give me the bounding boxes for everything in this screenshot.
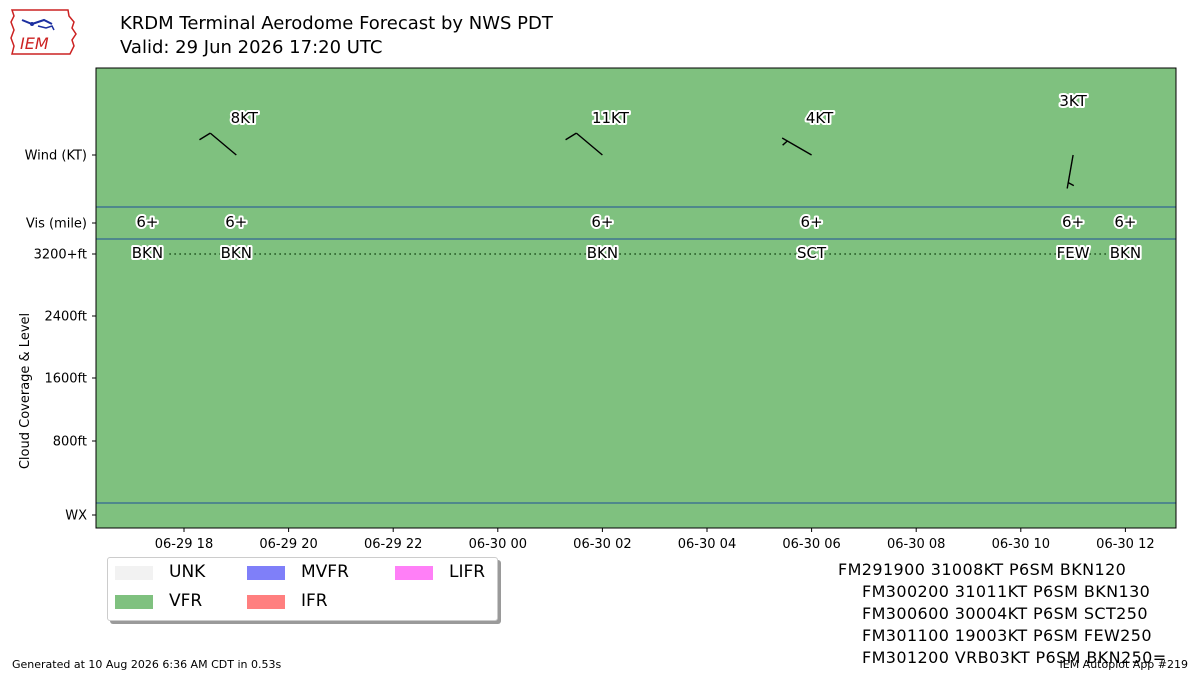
legend-swatch-mvfr	[247, 566, 285, 580]
legend-swatch-unk	[115, 566, 153, 580]
barb-half-feather	[1067, 181, 1075, 187]
taf-line: FM301200 VRB03KT P6SM BKN250=	[862, 648, 1167, 667]
wind-barb	[781, 137, 812, 156]
y-tick-label: Vis (mile)	[26, 217, 87, 232]
legend-label: MVFR	[301, 562, 349, 582]
legend-swatch-lifr	[395, 566, 433, 580]
cloud-coverage-label: BKN	[587, 244, 618, 262]
wind-barb	[199, 132, 237, 156]
x-tick-label: 06-29 18	[155, 537, 213, 552]
legend: UNK MVFR LIFR VFR IFR	[107, 557, 498, 621]
barb-staff	[209, 132, 237, 156]
x-tick-label: 06-30 12	[1096, 537, 1154, 552]
legend-label: LIFR	[449, 562, 486, 582]
barb-half-feather	[782, 140, 788, 146]
wind-speed-label: 4KT	[806, 109, 834, 127]
legend-swatch-vfr	[115, 595, 153, 609]
cloud-coverage-label: FEW	[1057, 244, 1090, 262]
cloud-coverage-label: SCT	[797, 244, 827, 262]
y-tick-label: Wind (KT)	[25, 149, 87, 164]
cloud-coverage-label: BKN	[132, 244, 163, 262]
taf-line: FM300600 30004KT P6SM SCT250	[862, 604, 1148, 623]
wind-speed-label: 3KT	[1059, 92, 1087, 110]
legend-swatch-ifr	[247, 595, 285, 609]
valid-time: Valid: 29 Jun 2026 17:20 UTC	[120, 37, 383, 58]
chart-title: KRDM Terminal Aerodome Forecast by NWS P…	[120, 13, 553, 34]
wind-speed-label: 8KT	[231, 109, 259, 127]
barb-feather	[565, 132, 577, 141]
y-tick-label: 3200+ft	[34, 248, 87, 263]
barb-feather	[199, 132, 211, 141]
legend-label: IFR	[301, 591, 328, 611]
generated-text: Generated at 10 Aug 2026 6:36 AM CDT in …	[12, 658, 282, 671]
x-tick-label: 06-30 06	[782, 537, 840, 552]
app-id-text: IEM Autoplot App #219	[1059, 658, 1189, 671]
logo-text: IEM	[20, 34, 49, 53]
x-tick-label: 06-30 00	[469, 537, 527, 552]
cloud-coverage-label: BKN	[221, 244, 252, 262]
y-tick-label: WX	[65, 509, 87, 524]
y-tick-label: 800ft	[53, 435, 87, 450]
wind-barb	[1066, 154, 1075, 189]
x-tick-label: 06-29 20	[259, 537, 317, 552]
plot-background	[96, 68, 1176, 528]
y-tick-label: 2400ft	[44, 310, 87, 325]
wind-barb	[565, 132, 603, 156]
x-tick-label: 06-30 02	[573, 537, 631, 552]
x-tick-label: 06-30 10	[992, 537, 1050, 552]
iem-logo: IEM	[10, 9, 77, 55]
visibility-label: 6+	[801, 213, 823, 231]
taf-line: FM301100 19003KT P6SM FEW250	[862, 626, 1152, 645]
visibility-label: 6+	[591, 213, 613, 231]
legend-label: UNK	[169, 562, 206, 582]
plot-frame	[95, 67, 1177, 529]
visibility-label: 6+	[1062, 213, 1084, 231]
visibility-label: 6+	[136, 213, 158, 231]
legend-label: VFR	[169, 591, 203, 611]
barb-staff	[575, 132, 603, 156]
y-tick-label: 1600ft	[44, 372, 87, 387]
visibility-label: 6+	[1114, 213, 1136, 231]
x-tick-label: 06-30 04	[678, 537, 736, 552]
taf-line: FM300200 31011KT P6SM BKN130	[862, 582, 1151, 601]
x-tick-label: 06-29 22	[364, 537, 422, 552]
cloud-coverage-label: BKN	[1110, 244, 1141, 262]
taf-line: FM291900 31008KT P6SM BKN120	[838, 560, 1127, 579]
y-axis-label: Cloud Coverage & Level	[18, 313, 33, 469]
visibility-label: 6+	[225, 213, 247, 231]
x-tick-label: 06-30 08	[887, 537, 945, 552]
wind-speed-label: 11KT	[592, 109, 630, 127]
